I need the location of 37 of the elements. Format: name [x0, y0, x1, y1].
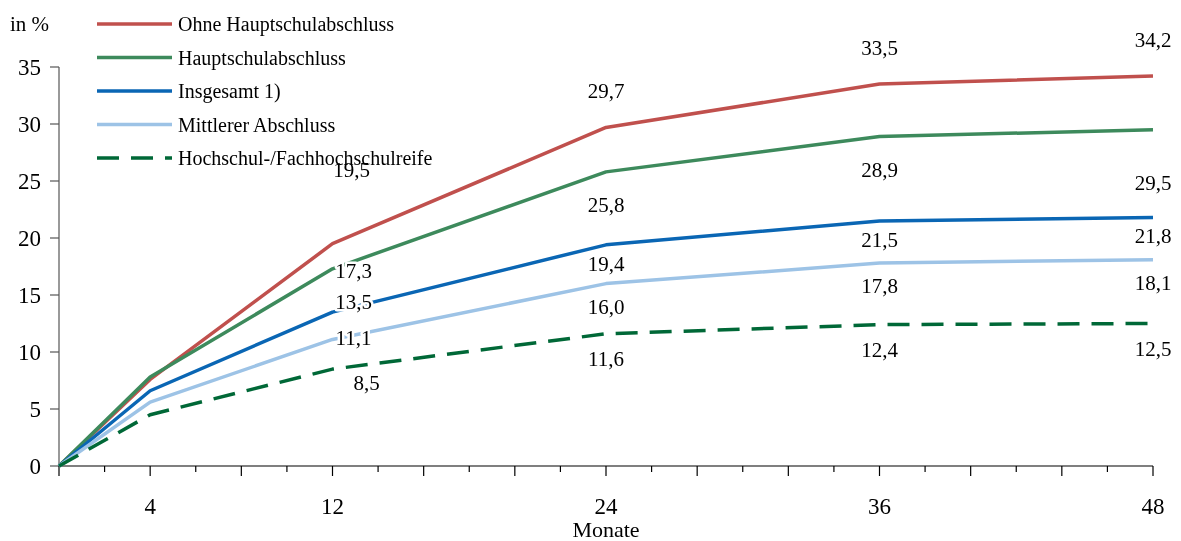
y-tick-label: 5: [29, 396, 41, 422]
data-label: 17,8: [861, 274, 898, 299]
y-tick-label: 35: [18, 54, 41, 80]
data-label: 11,6: [588, 346, 624, 371]
data-label: 16,0: [587, 294, 625, 319]
x-tick-label: 48: [1141, 493, 1165, 519]
data-label: 29,7: [587, 79, 625, 104]
data-label: 34,2: [1134, 28, 1172, 53]
data-label: 19,4: [587, 251, 625, 276]
x-tick-label: 4: [144, 493, 157, 519]
legend-label: Insgesamt 1): [178, 80, 281, 103]
x-tick-label: 12: [321, 493, 344, 519]
legend-label: Hauptschulabschluss: [178, 46, 346, 70]
data-label: 28,9: [861, 157, 898, 182]
data-label: 17,3: [335, 258, 372, 283]
data-label: 12,5: [1134, 336, 1172, 361]
data-label: 21,8: [1134, 224, 1172, 249]
data-label: 29,5: [1134, 170, 1172, 195]
x-tick-label: 36: [868, 493, 891, 519]
y-tick-label: 20: [18, 225, 41, 251]
data-label: 11,1: [335, 326, 372, 351]
y-tick-label: 15: [18, 282, 41, 308]
data-label: 25,8: [587, 192, 625, 217]
y-tick-label: 25: [18, 168, 41, 194]
x-axis-title: Monate: [572, 516, 640, 541]
y-axis-title: in %: [10, 12, 50, 36]
y-tick-label: 0: [29, 453, 41, 479]
y-tick-label: 30: [18, 111, 41, 137]
data-label: 12,4: [861, 337, 899, 362]
y-tick-label: 10: [18, 339, 41, 365]
legend-label: Ohne Hauptschulabschluss: [178, 13, 395, 36]
x-tick-label: 24: [594, 493, 618, 519]
legend-label: Mittlerer Abschluss: [178, 113, 336, 136]
data-label: 18,1: [1134, 270, 1172, 295]
data-label: 21,5: [861, 227, 898, 252]
data-label: 33,5: [861, 36, 898, 61]
data-label: 8,5: [353, 371, 380, 396]
